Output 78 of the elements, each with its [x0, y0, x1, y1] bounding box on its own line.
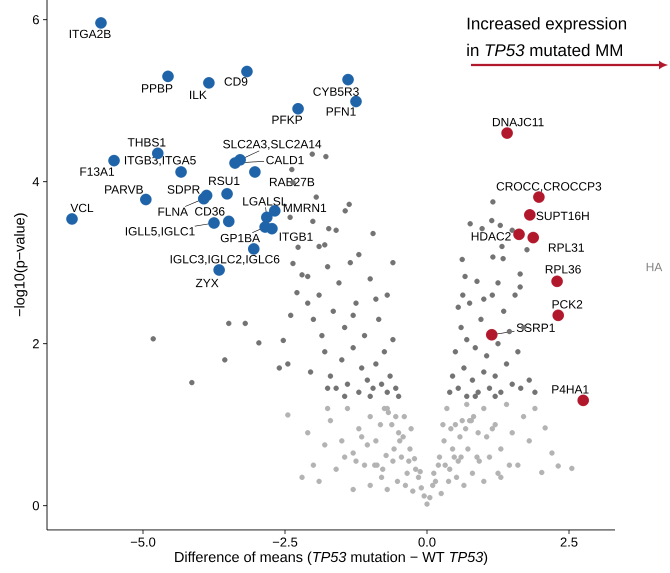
point: [527, 232, 540, 244]
annotation: RAB27B: [270, 178, 314, 186]
annotation: RPL31: [548, 243, 584, 252]
point: [203, 77, 215, 89]
point: [268, 205, 281, 217]
annotation: SDPR: [168, 185, 200, 194]
annotation: IGLL5,IGLC1: [126, 227, 195, 237]
x-tick-label: 2.5: [560, 538, 578, 547]
point: [175, 166, 187, 178]
point: [552, 310, 564, 322]
y-tick-label: 4: [32, 177, 40, 186]
annotation: PFKP: [272, 116, 302, 124]
point: [221, 188, 233, 200]
point: [513, 228, 525, 240]
x-tick-label: 0.0: [418, 538, 436, 547]
annotation: ITGB1: [280, 232, 313, 241]
y-tick-label: 2: [32, 339, 39, 348]
annotation: ITGB3,ITGA5: [124, 156, 196, 166]
x-tick-label: −2.5: [272, 538, 298, 547]
point: [140, 194, 152, 206]
point: [350, 96, 362, 108]
y-tick-label: 0: [32, 501, 39, 510]
annotation: in TP53 mutated MM: [467, 44, 622, 56]
annotation: PPBP: [142, 84, 172, 92]
point: [208, 217, 220, 229]
point: [162, 70, 174, 82]
point: [198, 192, 210, 204]
annotation: THBS1: [128, 138, 166, 147]
point: [95, 17, 107, 29]
point: [241, 66, 253, 78]
annotation: ZYX: [196, 278, 218, 288]
annotation: RSU1: [209, 176, 240, 186]
annotation: P4HA1: [552, 385, 589, 394]
annotation: FLNA: [158, 208, 188, 216]
annotation: F13A1: [80, 167, 114, 176]
annotation: VCL: [70, 204, 94, 212]
annotation: SSRP1: [516, 324, 555, 332]
annotation: SLC2A3,SLC2A14: [223, 140, 322, 150]
y-axis-title: −log10(p−value): [14, 213, 28, 316]
annotation: ITGA2B: [70, 30, 111, 38]
point: [533, 191, 545, 203]
annotation: CD9: [224, 77, 248, 86]
point: [248, 243, 260, 255]
point: [108, 154, 120, 166]
annotation: SUPT16H: [536, 212, 589, 220]
point: [222, 216, 235, 228]
annotation: LGALSL: [243, 197, 288, 206]
annotation: IGLC3,IGLC2,IGLC6: [170, 254, 280, 265]
point: [524, 209, 536, 221]
point: [229, 157, 241, 169]
point: [249, 166, 261, 178]
annotation: PCK2: [552, 300, 582, 309]
annotation: RPL36: [546, 265, 581, 274]
x-tick-label: −5.0: [130, 538, 156, 547]
annotation: CALD1: [266, 156, 304, 164]
point: [501, 127, 513, 139]
point: [66, 213, 78, 225]
point: [551, 276, 563, 288]
point: [292, 102, 304, 115]
y-tick-label: 6: [32, 15, 39, 24]
annotation: CYB5R3: [313, 87, 359, 96]
point: [213, 264, 225, 276]
annotation: PARVB: [105, 185, 143, 194]
annotation: CD36: [195, 207, 225, 216]
annotation: DNAJC11: [492, 118, 544, 126]
annotation: GP1BA: [220, 234, 260, 242]
annotation: MMRN1: [284, 204, 326, 212]
point: [486, 328, 498, 341]
point: [577, 394, 589, 406]
annotation: Increased expression: [468, 17, 626, 33]
annotation: CROCC,CROCCP3: [496, 182, 602, 192]
point: [342, 74, 354, 86]
point: [266, 222, 278, 234]
text: HA: [646, 262, 662, 272]
annotation: HDAC2: [472, 232, 511, 241]
annotation: ILK: [190, 90, 207, 99]
annotation: PFN1: [326, 107, 356, 116]
x-axis-title: Difference of means (TP53 mutation − WT TP53): [175, 552, 488, 565]
